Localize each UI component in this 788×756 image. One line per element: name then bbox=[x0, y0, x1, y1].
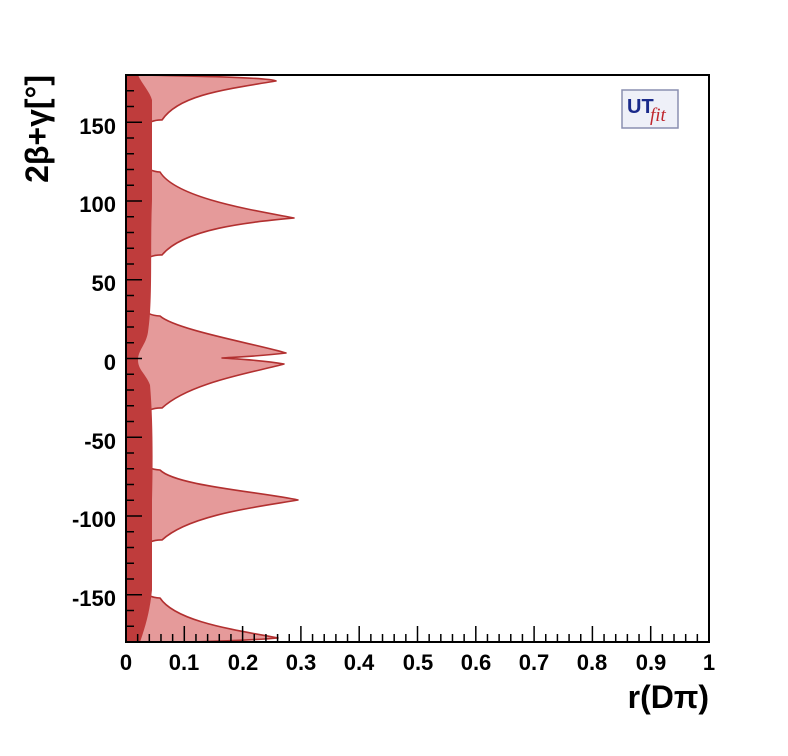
x-tick-label: 0.4 bbox=[344, 650, 375, 675]
x-axis-title: r(Dπ) bbox=[628, 679, 709, 715]
y-tick-label: 150 bbox=[79, 114, 116, 139]
y-tick-label: 50 bbox=[92, 271, 116, 296]
logo-text: fit bbox=[650, 105, 667, 126]
x-tick-label: 0.7 bbox=[519, 650, 550, 675]
x-tick-labels: 0 0.1 0.2 0.3 0.4 0.5 0.6 0.7 0.8 0.9 1 bbox=[120, 650, 715, 675]
y-tick-labels: -150 -100 -50 0 50 100 150 bbox=[72, 114, 116, 611]
x-tick-label: 0.5 bbox=[403, 650, 434, 675]
x-tick-label: 1 bbox=[703, 650, 715, 675]
y-axis-title: 2β+γ[°] bbox=[19, 75, 55, 183]
x-tick-label: 0.6 bbox=[461, 650, 492, 675]
logo-text: UT bbox=[627, 96, 654, 118]
logo-frame bbox=[621, 89, 679, 129]
y-tick-label: -50 bbox=[84, 429, 116, 454]
x-tick-label: 0.2 bbox=[228, 650, 259, 675]
y-tick-label: 0 bbox=[104, 350, 116, 375]
tick-marks bbox=[125, 74, 710, 643]
x-tick-label: 0.1 bbox=[169, 650, 200, 675]
x-tick-label: 0 bbox=[120, 650, 132, 675]
y-tick-label: 100 bbox=[79, 192, 116, 217]
x-tick-label: 0.3 bbox=[286, 650, 317, 675]
y-tick-label: -100 bbox=[72, 507, 116, 532]
x-tick-label: 0.9 bbox=[636, 650, 667, 675]
y-tick-label: -150 bbox=[72, 586, 116, 611]
utfit-logo: UT fit bbox=[621, 89, 679, 129]
x-tick-label: 0.8 bbox=[577, 650, 608, 675]
